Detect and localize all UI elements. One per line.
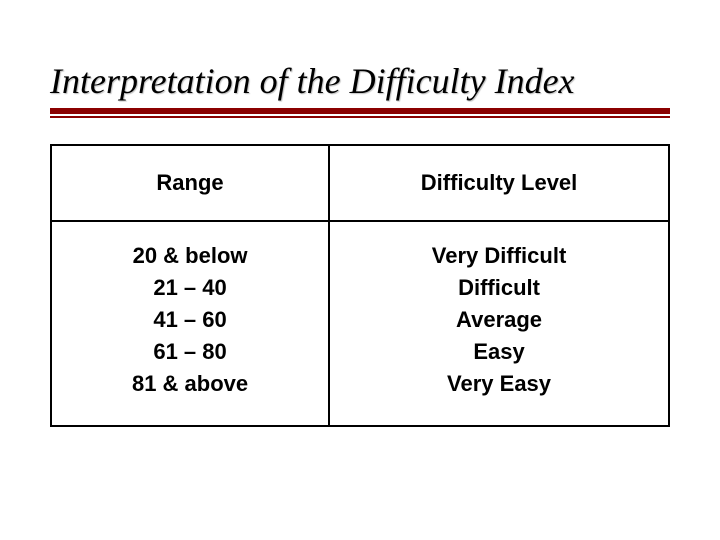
page-title: Interpretation of the Difficulty Index — [50, 60, 670, 102]
difficulty-index-table: Range Difficulty Level 20 & below 21 – 4… — [50, 144, 670, 427]
range-value: 20 & below — [62, 240, 318, 272]
range-value: 21 – 40 — [62, 272, 318, 304]
level-value: Difficult — [340, 272, 658, 304]
title-underline — [50, 108, 670, 118]
range-value: 81 & above — [62, 368, 318, 400]
range-value: 61 – 80 — [62, 336, 318, 368]
table-row: 20 & below 21 – 40 41 – 60 61 – 80 81 & … — [51, 221, 669, 426]
column-header-range: Range — [51, 145, 329, 221]
level-value: Average — [340, 304, 658, 336]
level-value: Very Difficult — [340, 240, 658, 272]
level-cell: Very Difficult Difficult Average Easy Ve… — [329, 221, 669, 426]
range-cell: 20 & below 21 – 40 41 – 60 61 – 80 81 & … — [51, 221, 329, 426]
level-value: Easy — [340, 336, 658, 368]
level-value: Very Easy — [340, 368, 658, 400]
column-header-level: Difficulty Level — [329, 145, 669, 221]
table-header-row: Range Difficulty Level — [51, 145, 669, 221]
slide: Interpretation of the Difficulty Index R… — [0, 0, 720, 540]
range-value: 41 – 60 — [62, 304, 318, 336]
